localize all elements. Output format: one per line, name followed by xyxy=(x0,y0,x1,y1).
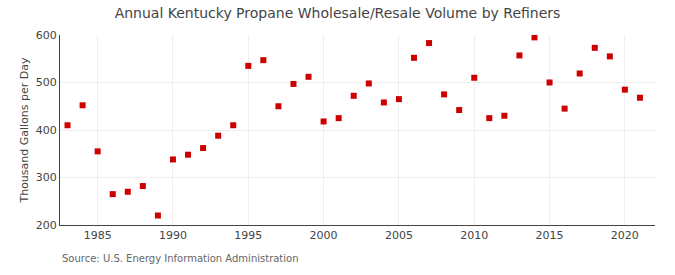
svg-text:Thousand Gallons per Day: Thousand Gallons per Day xyxy=(18,57,31,204)
svg-text:1990: 1990 xyxy=(159,229,187,242)
svg-text:1995: 1995 xyxy=(234,229,262,242)
svg-text:2015: 2015 xyxy=(536,229,564,242)
svg-text:400: 400 xyxy=(36,124,57,137)
svg-text:Source: U.S. Energy Informatio: Source: U.S. Energy Information Administ… xyxy=(62,253,299,264)
svg-text:600: 600 xyxy=(36,29,57,42)
svg-text:200: 200 xyxy=(36,219,57,232)
svg-text:2000: 2000 xyxy=(310,229,338,242)
svg-text:Annual Kentucky Propane Wholes: Annual Kentucky Propane Wholesale/Resale… xyxy=(115,5,561,21)
svg-text:2020: 2020 xyxy=(611,229,639,242)
svg-text:1985: 1985 xyxy=(84,229,112,242)
svg-text:500: 500 xyxy=(36,76,57,89)
svg-text:2005: 2005 xyxy=(385,229,413,242)
svg-text:2010: 2010 xyxy=(460,229,488,242)
svg-text:300: 300 xyxy=(36,171,57,184)
